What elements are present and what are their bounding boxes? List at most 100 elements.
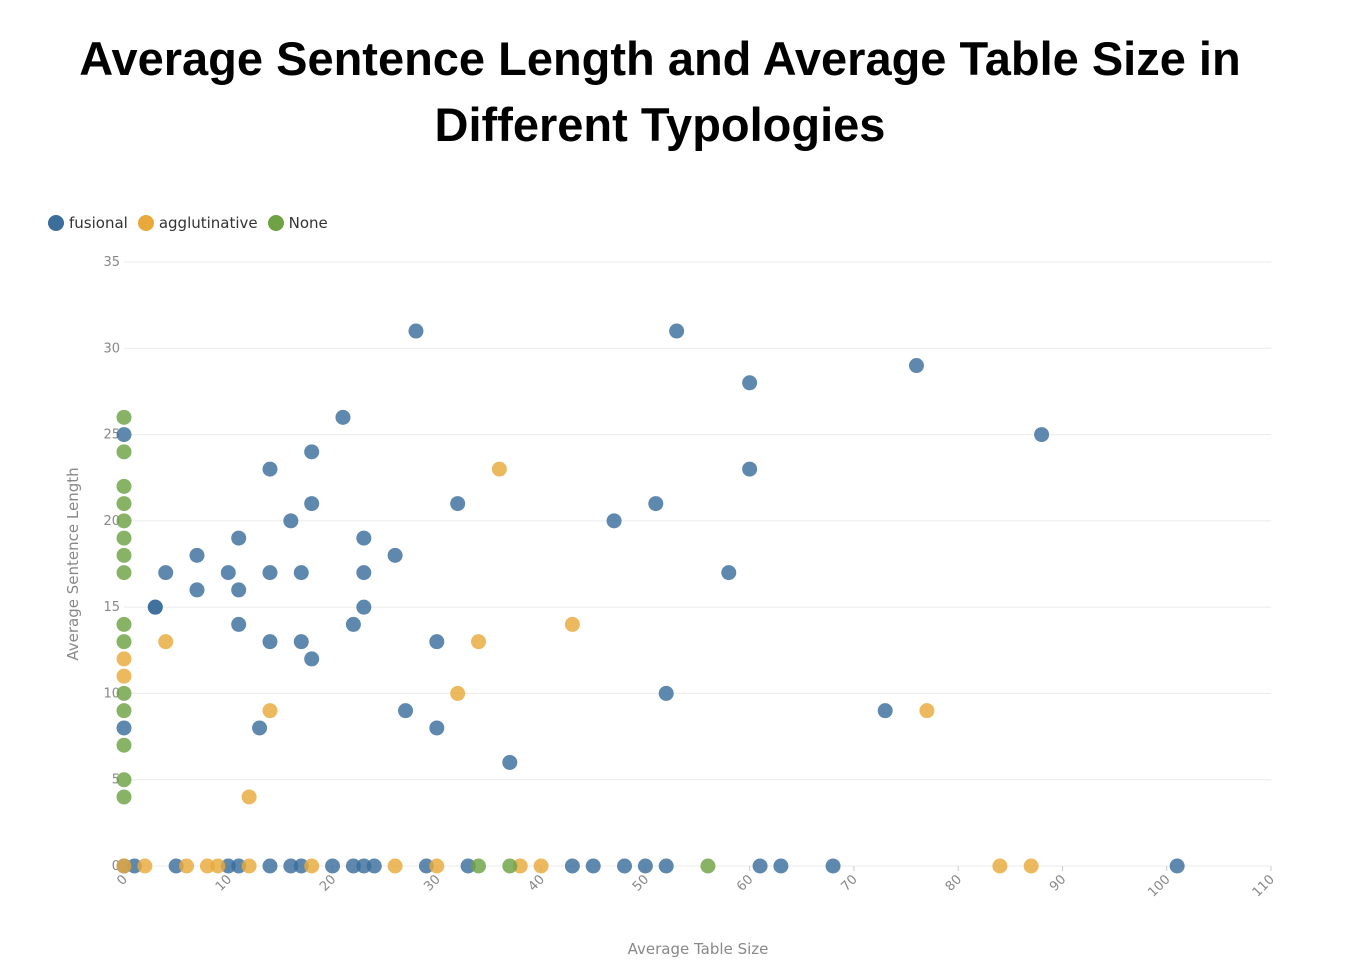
point-none[interactable]	[116, 685, 132, 701]
point-fusional[interactable]	[356, 565, 372, 581]
point-none[interactable]	[116, 634, 132, 650]
point-none[interactable]	[116, 444, 132, 460]
point-fusional[interactable]	[304, 496, 320, 512]
point-fusional[interactable]	[325, 858, 341, 874]
point-fusional[interactable]	[356, 599, 372, 615]
point-fusional[interactable]	[1034, 427, 1050, 443]
point-fusional[interactable]	[262, 565, 278, 581]
point-fusional[interactable]	[231, 582, 247, 598]
point-agglutinative[interactable]	[116, 651, 132, 667]
point-fusional[interactable]	[126, 858, 142, 874]
point-fusional[interactable]	[116, 720, 132, 736]
point-fusional[interactable]	[429, 720, 445, 736]
point-fusional[interactable]	[262, 634, 278, 650]
point-fusional[interactable]	[721, 565, 737, 581]
point-fusional[interactable]	[356, 530, 372, 546]
point-fusional[interactable]	[564, 858, 580, 874]
point-agglutinative[interactable]	[919, 703, 935, 719]
point-none[interactable]	[116, 513, 132, 529]
point-agglutinative[interactable]	[241, 789, 257, 805]
point-none[interactable]	[116, 409, 132, 425]
point-none[interactable]	[116, 703, 132, 719]
point-fusional[interactable]	[231, 858, 247, 874]
point-fusional[interactable]	[460, 858, 476, 874]
point-fusional[interactable]	[220, 565, 236, 581]
point-fusional[interactable]	[335, 409, 351, 425]
point-fusional[interactable]	[293, 634, 309, 650]
point-agglutinative[interactable]	[199, 858, 215, 874]
point-fusional[interactable]	[825, 858, 841, 874]
point-none[interactable]	[700, 858, 716, 874]
point-fusional[interactable]	[908, 358, 924, 374]
point-fusional[interactable]	[304, 444, 320, 460]
point-none[interactable]	[116, 530, 132, 546]
point-fusional[interactable]	[877, 703, 893, 719]
point-fusional[interactable]	[262, 858, 278, 874]
point-fusional[interactable]	[408, 323, 424, 339]
point-fusional[interactable]	[304, 651, 320, 667]
point-fusional[interactable]	[293, 858, 309, 874]
point-agglutinative[interactable]	[262, 703, 278, 719]
legend-item-agglutinative[interactable]: agglutinative	[137, 214, 258, 232]
point-fusional[interactable]	[742, 375, 758, 391]
point-agglutinative[interactable]	[533, 858, 549, 874]
point-fusional[interactable]	[147, 599, 163, 615]
point-fusional[interactable]	[158, 565, 174, 581]
point-fusional[interactable]	[345, 616, 361, 632]
point-none[interactable]	[116, 772, 132, 788]
point-none[interactable]	[116, 789, 132, 805]
point-fusional[interactable]	[116, 427, 132, 443]
point-agglutinative[interactable]	[564, 616, 580, 632]
point-agglutinative[interactable]	[137, 858, 153, 874]
point-agglutinative[interactable]	[429, 858, 445, 874]
point-fusional[interactable]	[220, 858, 236, 874]
point-fusional[interactable]	[648, 496, 664, 512]
point-fusional[interactable]	[742, 461, 758, 477]
point-fusional[interactable]	[606, 513, 622, 529]
point-agglutinative[interactable]	[179, 858, 195, 874]
point-none[interactable]	[116, 478, 132, 494]
point-fusional[interactable]	[658, 685, 674, 701]
point-none[interactable]	[116, 737, 132, 753]
point-fusional[interactable]	[283, 858, 299, 874]
point-fusional[interactable]	[669, 323, 685, 339]
point-fusional[interactable]	[189, 547, 205, 563]
point-agglutinative[interactable]	[241, 858, 257, 874]
point-fusional[interactable]	[418, 858, 434, 874]
point-fusional[interactable]	[502, 754, 518, 770]
point-agglutinative[interactable]	[304, 858, 320, 874]
point-agglutinative[interactable]	[471, 634, 487, 650]
point-fusional[interactable]	[752, 858, 768, 874]
point-fusional[interactable]	[189, 582, 205, 598]
point-fusional[interactable]	[231, 616, 247, 632]
point-fusional[interactable]	[293, 565, 309, 581]
point-none[interactable]	[116, 496, 132, 512]
point-none[interactable]	[502, 858, 518, 874]
point-fusional[interactable]	[387, 547, 403, 563]
point-fusional[interactable]	[450, 496, 466, 512]
point-fusional[interactable]	[585, 858, 601, 874]
point-fusional[interactable]	[262, 461, 278, 477]
point-agglutinative[interactable]	[210, 858, 226, 874]
point-fusional[interactable]	[398, 703, 414, 719]
point-fusional[interactable]	[356, 858, 372, 874]
point-fusional[interactable]	[366, 858, 382, 874]
point-fusional[interactable]	[345, 858, 361, 874]
point-none[interactable]	[116, 565, 132, 581]
point-none[interactable]	[116, 616, 132, 632]
point-fusional[interactable]	[637, 858, 653, 874]
point-fusional[interactable]	[252, 720, 268, 736]
point-agglutinative[interactable]	[992, 858, 1008, 874]
point-fusional[interactable]	[1169, 858, 1185, 874]
point-fusional[interactable]	[617, 858, 633, 874]
legend-item-fusional[interactable]: fusional	[48, 214, 128, 232]
point-agglutinative[interactable]	[512, 858, 528, 874]
point-agglutinative[interactable]	[1023, 858, 1039, 874]
point-fusional[interactable]	[283, 513, 299, 529]
point-agglutinative[interactable]	[450, 685, 466, 701]
point-fusional[interactable]	[658, 858, 674, 874]
legend-item-none[interactable]: None	[267, 214, 328, 232]
point-agglutinative[interactable]	[491, 461, 507, 477]
point-fusional[interactable]	[168, 858, 184, 874]
point-agglutinative[interactable]	[387, 858, 403, 874]
